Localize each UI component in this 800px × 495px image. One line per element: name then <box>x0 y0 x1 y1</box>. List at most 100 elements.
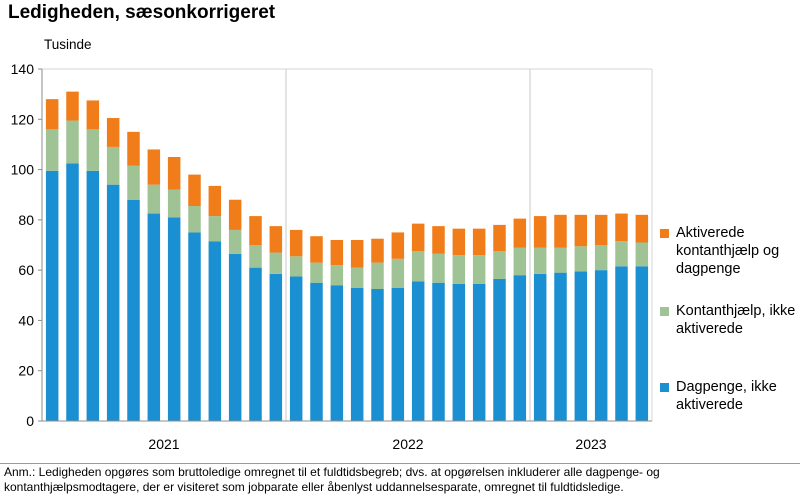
bar-segment-aktiverede <box>411 223 425 252</box>
bar-segment-aktiverede <box>289 229 303 257</box>
legend-label-dagpenge: Dagpenge, ikke aktiverede <box>676 379 777 413</box>
bar-segment-kontanthjaelp <box>635 242 649 267</box>
bar-segment-aktiverede <box>513 218 527 248</box>
bar-segment-dagpenge <box>289 276 303 421</box>
bar-segment-kontanthjaelp <box>127 165 140 200</box>
bar-segment-dagpenge <box>310 282 323 421</box>
chart-title: Ledigheden, sæsonkorrigeret <box>8 2 276 23</box>
bar-segment-aktiverede <box>635 214 649 243</box>
bar-segment-kontanthjaelp <box>452 255 466 284</box>
bar-segment-aktiverede <box>432 226 445 254</box>
bar-segment-kontanthjaelp <box>310 262 323 283</box>
bar-segment-dagpenge <box>208 241 222 421</box>
x-year-label: 2023 <box>575 436 606 452</box>
bar-segment-aktiverede <box>86 100 100 130</box>
bar-segment-dagpenge <box>493 278 506 421</box>
bar-segment-aktiverede <box>147 149 161 185</box>
bar-segment-aktiverede <box>249 216 262 245</box>
bar-segment-dagpenge <box>86 170 100 421</box>
bar-segment-dagpenge <box>106 184 120 421</box>
bar-segment-kontanthjaelp <box>228 229 242 254</box>
bar-segment-kontanthjaelp <box>45 129 59 171</box>
bar-segment-dagpenge <box>594 270 608 421</box>
bar-segment-kontanthjaelp <box>86 129 100 171</box>
bar-segment-aktiverede <box>452 228 466 256</box>
bar-segment-kontanthjaelp <box>371 262 384 289</box>
y-tick-label: 80 <box>18 212 34 228</box>
bar-segment-kontanthjaelp <box>533 247 547 274</box>
bar-segment-dagpenge <box>635 266 649 421</box>
x-year-label: 2021 <box>148 436 179 452</box>
footer-divider <box>0 463 800 464</box>
bar-segment-aktiverede <box>310 236 323 263</box>
stacked-bar-chart: 0 20 40 60 80 100 120 140 2021 2022 2023 <box>11 61 653 452</box>
bar-segment-kontanthjaelp <box>188 206 201 233</box>
bar-segment-kontanthjaelp <box>289 256 303 277</box>
bar-segment-kontanthjaelp <box>472 255 486 284</box>
bar-segment-kontanthjaelp <box>391 258 405 288</box>
bar-segment-aktiverede <box>493 224 506 252</box>
bar-segment-kontanthjaelp <box>574 246 588 272</box>
legend-swatch-aktiverede <box>660 229 669 238</box>
legend-label-kontanthjaelp: Kontanthjælp, ikke aktiverede <box>676 303 796 337</box>
bar-segment-aktiverede <box>45 99 59 130</box>
bar-segment-dagpenge <box>452 283 466 421</box>
bar-segment-aktiverede <box>371 238 384 263</box>
bar-segment-kontanthjaelp <box>147 184 161 214</box>
x-year-label: 2022 <box>392 436 423 452</box>
y-tick-label: 140 <box>11 61 35 77</box>
bar-segment-dagpenge <box>167 217 181 421</box>
bar-segment-kontanthjaelp <box>350 267 364 288</box>
bar-segment-dagpenge <box>127 199 140 421</box>
bar-segment-aktiverede <box>66 91 79 121</box>
bar-segment-kontanthjaelp <box>330 265 344 286</box>
bar-segment-kontanthjaelp <box>493 251 506 279</box>
bar-segment-dagpenge <box>228 253 242 421</box>
bar-segment-kontanthjaelp <box>513 247 527 276</box>
legend-item-kontanthjaelp: Kontanthjælp, ikke aktiverede <box>660 302 800 338</box>
bar-segment-aktiverede <box>594 214 608 245</box>
y-tick-label: 40 <box>18 312 34 328</box>
bar-segment-dagpenge <box>269 273 283 421</box>
bar-segment-aktiverede <box>269 226 283 253</box>
bar-segment-aktiverede <box>188 174 201 207</box>
bar-segment-kontanthjaelp <box>411 251 425 282</box>
bar-segment-dagpenge <box>533 273 547 421</box>
bar-segment-aktiverede <box>228 199 242 230</box>
bar-segment-dagpenge <box>513 275 527 421</box>
bar-segment-kontanthjaelp <box>554 247 567 273</box>
legend-label-aktiverede: Aktiverede kontanthjælp og dagpenge <box>676 225 780 277</box>
bar-segment-dagpenge <box>574 271 588 421</box>
y-tick-label: 20 <box>18 363 34 379</box>
bar-segment-dagpenge <box>554 272 567 421</box>
bar-segment-kontanthjaelp <box>167 189 181 218</box>
bar-segment-aktiverede <box>615 213 628 242</box>
bar-segment-dagpenge <box>432 282 445 421</box>
y-tick-label: 100 <box>11 162 35 178</box>
bar-segment-aktiverede <box>533 216 547 248</box>
legend-item-aktiverede: Aktiverede kontanthjælp og dagpenge <box>660 224 800 278</box>
legend-item-dagpenge: Dagpenge, ikke aktiverede <box>660 378 800 414</box>
bar-segment-aktiverede <box>554 214 567 248</box>
bar-segment-kontanthjaelp <box>594 245 608 271</box>
legend-swatch-kontanthjaelp <box>660 307 669 316</box>
bar-segment-kontanthjaelp <box>106 146 120 185</box>
bar-segment-aktiverede <box>167 157 181 190</box>
footnote: Anm.: Ledigheden opgøres som bruttoledig… <box>4 465 660 494</box>
bar-segment-aktiverede <box>208 185 222 217</box>
bar-segment-dagpenge <box>147 213 161 421</box>
bar-segment-aktiverede <box>127 131 140 166</box>
bar-segment-aktiverede <box>391 232 405 259</box>
bar-segment-kontanthjaelp <box>269 252 283 274</box>
bar-segment-kontanthjaelp <box>66 120 79 164</box>
bar-segment-dagpenge <box>371 289 384 421</box>
bar-segment-dagpenge <box>66 163 79 422</box>
bar-segment-kontanthjaelp <box>208 216 222 242</box>
y-axis-unit-label: Tusinde <box>44 37 92 52</box>
y-tick-label: 0 <box>26 413 34 429</box>
bar-segment-dagpenge <box>45 170 59 421</box>
legend-swatch-dagpenge <box>660 383 669 392</box>
bar-segment-aktiverede <box>106 118 120 147</box>
bar-segment-aktiverede <box>330 239 344 266</box>
bar-segment-dagpenge <box>249 267 262 421</box>
